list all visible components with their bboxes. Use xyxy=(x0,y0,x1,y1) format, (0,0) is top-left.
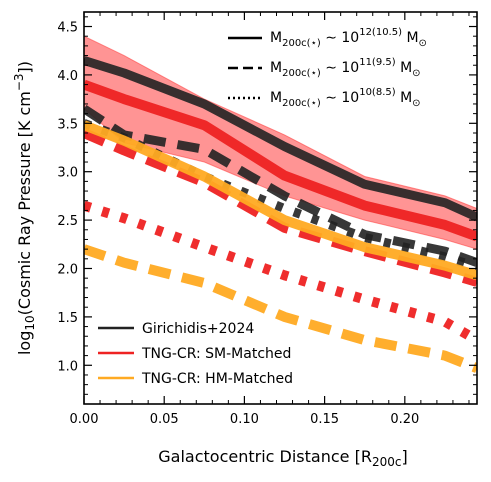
y-tick-label: 4.5 xyxy=(57,21,78,36)
legend-label-hm-matched: TNG-CR: HM-Matched xyxy=(141,371,293,387)
y-tick-label: 3.0 xyxy=(57,166,78,181)
y-tick-label: 1.0 xyxy=(57,359,78,374)
plot-frame xyxy=(83,11,478,405)
x-tick-label: 0.05 xyxy=(150,412,179,427)
girichidis-solid-line xyxy=(84,56,477,222)
legend-label-girichidis: Girichidis+2024 xyxy=(142,321,254,337)
hm-matched-solid-line xyxy=(84,120,477,281)
color-legend: Girichidis+2024 TNG-CR: SM-Matched TNG-CR:… xyxy=(98,321,293,387)
sm-matched-dashed-line xyxy=(84,128,477,287)
x-tick-label: 0.10 xyxy=(230,412,259,427)
style-legend-label-dashed: M200c(⋆) ∼ 1011(9.5) M⊙ xyxy=(270,57,421,79)
style-legend-label-dotted: M200c(⋆) ∼ 1010(8.5) M⊙ xyxy=(270,87,421,109)
y-tick-label: 1.5 xyxy=(57,311,78,326)
y-tick-label: 2.0 xyxy=(57,262,78,277)
x-axis-ticks: 0.00 0.05 0.10 0.15 0.20 xyxy=(70,12,470,427)
series-lines xyxy=(84,56,477,373)
x-tick-label: 0.20 xyxy=(390,412,419,427)
y-tick-label: 3.5 xyxy=(57,117,78,132)
x-tick-label: 0.15 xyxy=(310,412,339,427)
sm-matched-dotted-line xyxy=(84,200,477,345)
y-tick-label: 4.0 xyxy=(57,69,78,84)
legend-label-sm-matched: TNG-CR: SM-Matched xyxy=(141,346,291,362)
sm-matched-solid-line xyxy=(84,79,477,242)
x-tick-label: 0.00 xyxy=(70,412,99,427)
style-legend-label-solid: M200c(⋆) ∼ 1012(10.5) M⊙ xyxy=(270,27,427,49)
y-axis-label: log10(Cosmic Ray Pressure [K cm−3]) xyxy=(12,61,37,355)
line-style-legend: M200c(⋆) ∼ 1012(10.5) M⊙ M200c(⋆) ∼ 1011(… xyxy=(228,27,427,109)
x-axis-label: Galactocentric Distance [R200c] xyxy=(158,447,407,469)
y-axis-ticks: 1.0 1.5 2.0 2.5 3.0 3.5 4.0 4.5 xyxy=(57,16,477,395)
hm-matched-dashed-line xyxy=(84,244,477,373)
y-tick-label: 2.5 xyxy=(57,214,78,229)
